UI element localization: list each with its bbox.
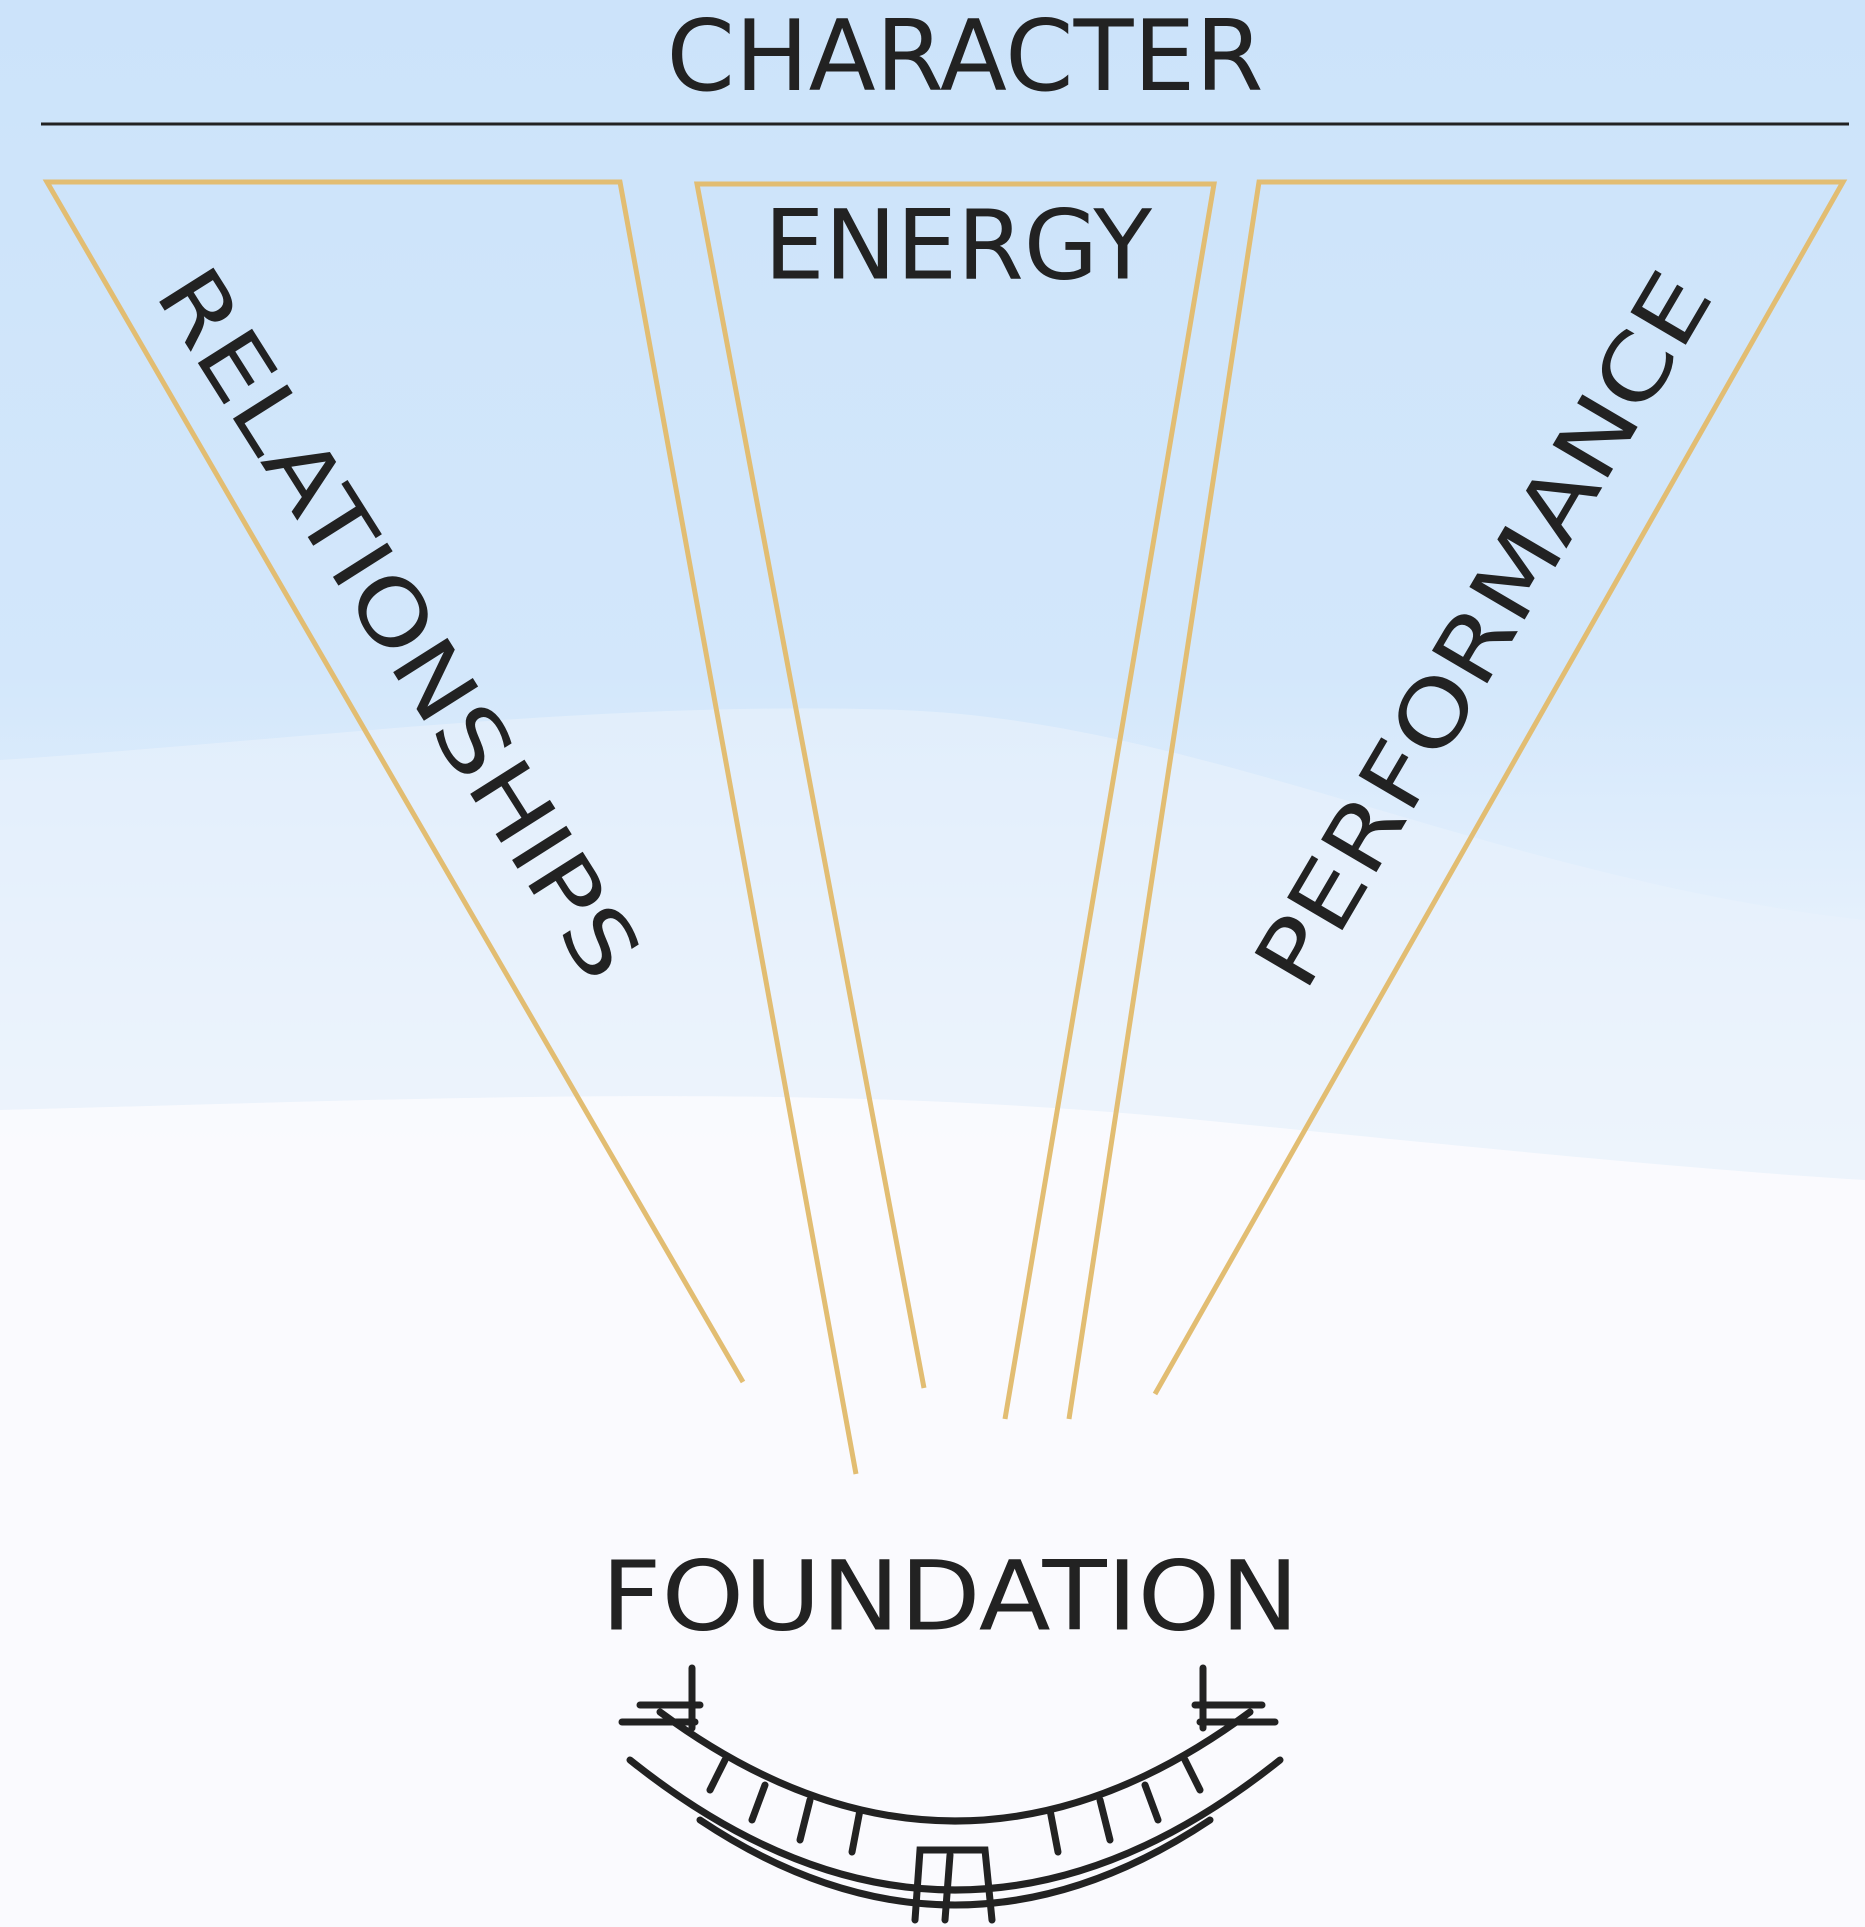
branch-label: ENERGY	[764, 189, 1152, 301]
title: CHARACTER	[667, 0, 1264, 114]
background-wave	[0, 1096, 1865, 1927]
foundation-label: FOUNDATION	[601, 1540, 1299, 1652]
diagram: CHARACTER RELATIONSHIPS ENERGY PERFORMAN…	[0, 0, 1865, 1927]
page: CHARACTER RELATIONSHIPS ENERGY PERFORMAN…	[0, 0, 1865, 1927]
